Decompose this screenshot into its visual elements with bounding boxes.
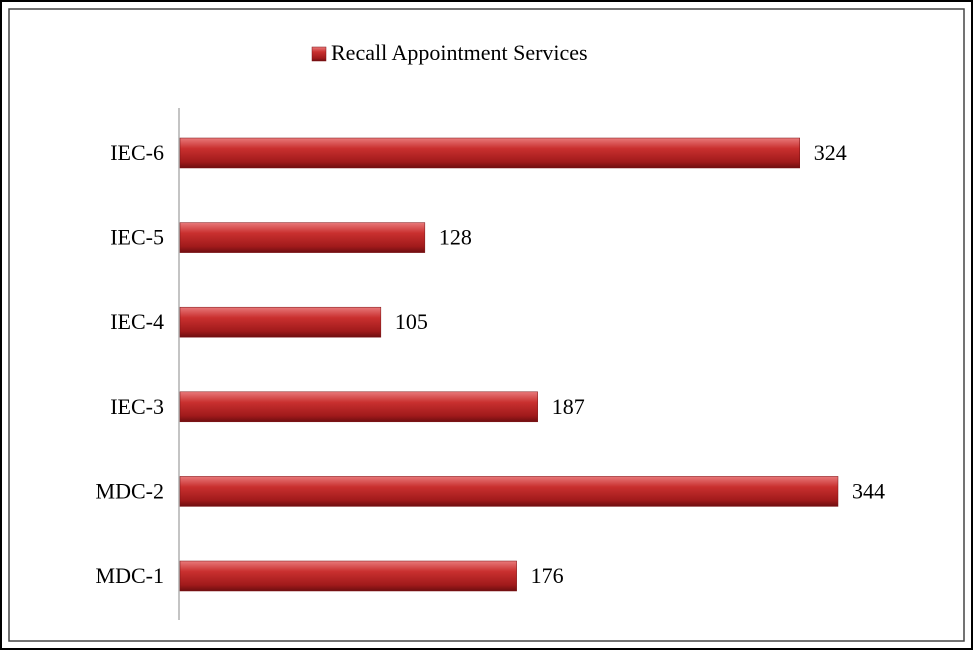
- bar: [179, 391, 538, 423]
- data-label: 187: [552, 394, 585, 419]
- legend-swatch: [311, 46, 327, 62]
- bar: [179, 137, 800, 169]
- y-tick-label: IEC-3: [110, 394, 164, 419]
- y-tick-label: IEC-5: [110, 225, 164, 250]
- bar: [179, 560, 517, 592]
- y-tick-label: MDC-1: [96, 563, 164, 588]
- data-label: 105: [395, 309, 428, 334]
- data-label: 344: [852, 478, 885, 503]
- y-tick-label: IEC-6: [110, 140, 164, 165]
- bar: [179, 222, 426, 253]
- y-tick-label: MDC-2: [96, 478, 164, 503]
- data-label: 128: [439, 225, 472, 250]
- legend-label: Recall Appointment Services: [331, 40, 588, 65]
- bar: [179, 306, 382, 338]
- bar: [179, 476, 839, 507]
- plot-border: [8, 8, 965, 642]
- y-tick-label: IEC-4: [110, 309, 164, 334]
- data-label: 324: [814, 140, 847, 165]
- data-label: 176: [531, 563, 564, 588]
